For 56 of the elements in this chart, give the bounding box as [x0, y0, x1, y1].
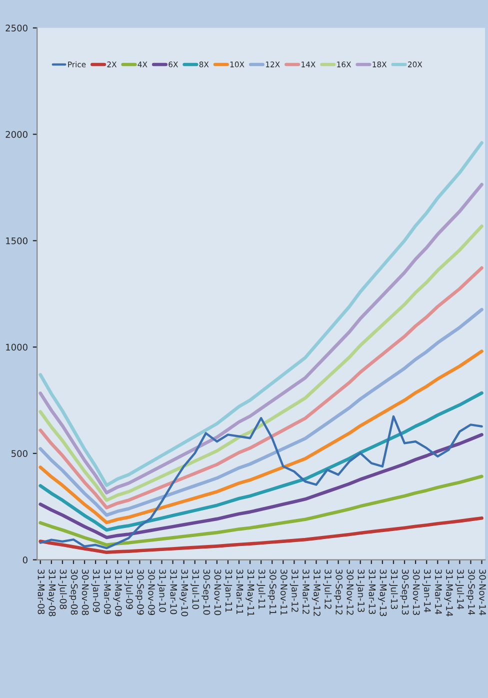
x-tick-label: 30-Sep-13 [400, 570, 409, 615]
line-series [38, 516, 484, 554]
x-tick-label: 31-Jul-08 [58, 570, 67, 610]
x-tick-label: 30-Nov-09 [148, 570, 155, 616]
y-tick-label: 2000 [6, 131, 28, 138]
line-series [38, 474, 484, 547]
x-tick-label: 31-Mar-08 [38, 570, 45, 614]
x-tick-label: 31-Jan-11 [224, 570, 232, 612]
x-tick-label: 31-Jan-12 [290, 570, 298, 612]
x-tick-label: 31-May-10 [179, 570, 188, 616]
x-tick-label: 30-Sep-11 [268, 570, 276, 614]
x-tick-label: 30-Nov-13 [412, 570, 420, 615]
x-tick-label: 31-May-09 [113, 570, 122, 616]
x-tick-label: 30-Sep-09 [135, 570, 144, 615]
x-tick-label: 31-Mar-14 [435, 570, 442, 614]
x-tick-label: 31-Jul-14 [455, 570, 464, 610]
x-tick-label: 31-Mar-09 [104, 570, 111, 614]
y-tick-label: 500 [12, 450, 28, 457]
line-series [38, 308, 484, 517]
x-tick-label: 31-Jan-14 [422, 570, 431, 612]
x-tick-label: 31-May-12 [312, 570, 320, 616]
x-tick-label: 30-Sep-08 [69, 570, 78, 615]
x-tick-label: 31-Mar-11 [236, 570, 244, 614]
x-tick-label: 30-Nov-12 [346, 570, 354, 615]
x-tick-label: 31-Mar-13 [368, 570, 376, 614]
line-series [39, 415, 483, 550]
x-tick-label: 31-Jan-10 [157, 570, 166, 612]
x-tick-label: 30-Sep-14 [466, 570, 475, 615]
x-tick-label: 30-Nov-14 [479, 570, 486, 616]
y-tick-label: 1000 [6, 344, 28, 351]
x-tick-label: 31-Jan-13 [356, 570, 365, 612]
x-tick-label: 31-May-08 [47, 570, 56, 616]
x-tick-label: 30-Sep-12 [334, 570, 343, 614]
x-tick-label: 30-Sep-10 [202, 570, 210, 615]
x-tick-label: 30-Nov-10 [214, 570, 222, 616]
line-series [38, 391, 484, 532]
x-tick-label: 31-Mar-10 [170, 570, 178, 614]
y-tick-label: 0 [22, 556, 28, 564]
x-tick-label: 31-May-11 [246, 570, 254, 616]
x-tick-label: 30-Nov-11 [280, 570, 288, 615]
x-tick-label: 31-May-13 [378, 570, 387, 616]
x-tick-label: 31-Jul-10 [190, 570, 200, 610]
x-tick-label: 31-Jul-12 [322, 570, 332, 609]
x-tick-label: 31-Jul-11 [256, 570, 266, 609]
line-series [38, 224, 484, 502]
y-tick-label: 2500 [6, 24, 28, 32]
line-series [38, 433, 484, 540]
x-tick-label: 31-Mar-12 [302, 570, 310, 614]
line-series [38, 350, 484, 524]
x-tick-label: 31-Jul-09 [124, 570, 134, 610]
line-series [38, 266, 484, 510]
x-tick-label: 31-May-14 [444, 570, 453, 616]
x-tick-label: 30-Nov-08 [82, 570, 89, 616]
y-tick-label: 1500 [6, 237, 28, 244]
x-tick-label: 31-Jan-09 [91, 570, 100, 612]
x-tick-label: 31-Jul-13 [389, 570, 398, 609]
